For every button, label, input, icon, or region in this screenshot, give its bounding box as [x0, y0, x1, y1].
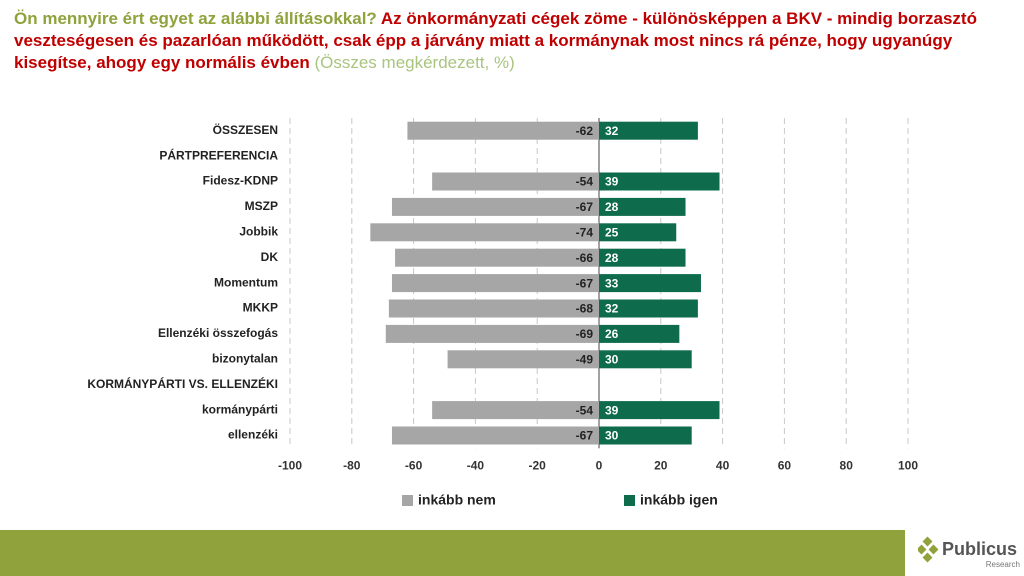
bar: [407, 121, 599, 140]
category-label: Jobbik: [239, 224, 278, 238]
title-statement: Az önkormányzati cégek zöme - különöskép…: [14, 9, 977, 72]
category-label: MSZP: [245, 199, 278, 213]
bar: [599, 426, 692, 445]
x-tick-label: 80: [840, 458, 854, 472]
value-label: -49: [576, 352, 594, 366]
x-tick-label: 20: [654, 458, 668, 472]
category-label: ellenzéki: [228, 428, 278, 442]
bar: [447, 350, 599, 369]
value-label: 39: [605, 403, 619, 417]
category-label: Ellenzéki összefogás: [158, 326, 278, 340]
category-label: bizonytalan: [212, 351, 278, 365]
legend-swatch: [624, 495, 635, 506]
value-label: 28: [605, 251, 619, 265]
value-label: -67: [576, 276, 594, 290]
value-label: -67: [576, 429, 594, 443]
category-label: MKKP: [243, 301, 278, 315]
value-label: -68: [576, 302, 594, 316]
x-tick-label: -40: [467, 458, 485, 472]
logo-tagline: Research: [986, 560, 1020, 569]
x-tick-label: 40: [716, 458, 730, 472]
bar: [599, 324, 680, 343]
category-label: Fidesz-KDNP: [203, 174, 278, 188]
category-label: DK: [261, 250, 279, 264]
category-label: KORMÁNYPÁRTI VS. ELLENZÉKI: [87, 376, 278, 391]
x-tick-label: 100: [898, 458, 918, 472]
bar: [432, 172, 599, 191]
bar: [388, 299, 599, 318]
value-label: 26: [605, 327, 619, 341]
logo-name: Publicus: [942, 539, 1017, 559]
legend-label: inkább nem: [418, 492, 496, 508]
bar: [599, 401, 720, 420]
category-label: kormánypárti: [202, 402, 278, 416]
x-tick-label: 60: [778, 458, 792, 472]
bar: [391, 426, 599, 445]
logo: Publicus Research: [918, 536, 1020, 569]
bar: [391, 274, 599, 293]
title-question: Ön mennyire ért egyet az alábbi állításo…: [14, 9, 377, 28]
x-tick-label: -60: [405, 458, 423, 472]
bar: [599, 299, 698, 318]
bar: [599, 248, 686, 267]
value-label: -69: [576, 327, 594, 341]
bar: [599, 223, 677, 242]
bar: [391, 197, 599, 216]
x-tick-label: -20: [529, 458, 547, 472]
footer-bar: [0, 530, 905, 576]
x-tick-label: -100: [278, 458, 302, 472]
category-label: PÁRTPREFERENCIA: [159, 147, 278, 162]
bar: [395, 248, 599, 267]
logo-icon: [918, 536, 939, 563]
value-label: 30: [605, 352, 619, 366]
bar: [385, 324, 599, 343]
value-label: 28: [605, 200, 619, 214]
value-label: -62: [576, 124, 594, 138]
bar: [432, 401, 599, 420]
bar: [599, 172, 720, 191]
legend-swatch: [402, 495, 413, 506]
value-label: -67: [576, 200, 594, 214]
value-label: 33: [605, 276, 619, 290]
chart: -100 -80 -60 -40 -20 0 20 40 60 80 100 ÖSSZESEN -62 3…: [87, 118, 918, 508]
value-label: -54: [576, 403, 594, 417]
x-tick-label: 0: [596, 458, 603, 472]
value-label: 39: [605, 175, 619, 189]
bar: [599, 274, 701, 293]
bar: [599, 197, 686, 216]
value-label: -74: [576, 225, 594, 239]
value-label: 30: [605, 429, 619, 443]
category-label: Momentum: [214, 275, 278, 289]
x-tick-label: -80: [343, 458, 361, 472]
value-label: 32: [605, 302, 619, 316]
subtitle: (Összes megkérdezett, %): [314, 53, 515, 72]
legend-label: inkább igen: [640, 492, 718, 508]
bar: [370, 223, 599, 242]
value-label: 32: [605, 124, 619, 138]
value-label: 25: [605, 225, 619, 239]
bar: [599, 121, 698, 140]
value-label: -66: [576, 251, 594, 265]
bar: [599, 350, 692, 369]
title: Ön mennyire ért egyet az alábbi állításo…: [14, 8, 1014, 74]
category-label: ÖSSZESEN: [213, 122, 278, 137]
value-label: -54: [576, 175, 594, 189]
